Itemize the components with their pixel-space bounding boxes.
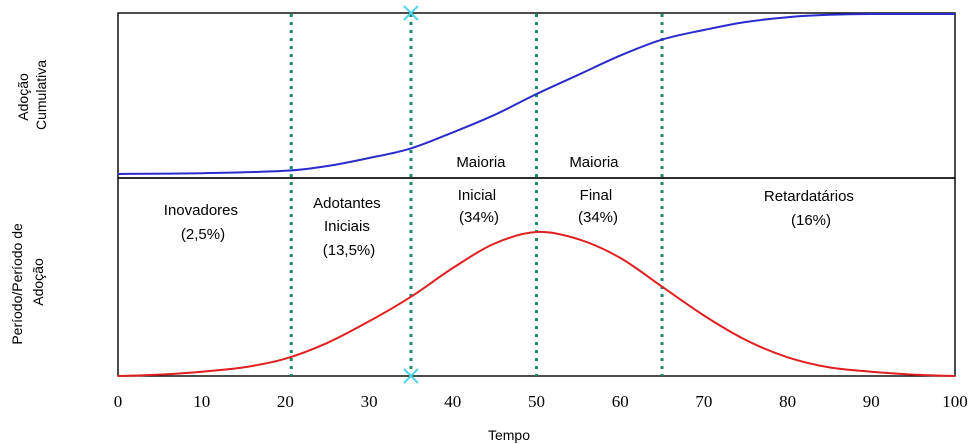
x-tick-label: 90 [863, 392, 880, 411]
x-tick-label: 10 [193, 392, 210, 411]
x-tick-label: 80 [779, 392, 796, 411]
x-tick-label: 0 [114, 392, 123, 411]
x-marker [403, 368, 419, 384]
bottom-y-label-line2: Adoção [30, 258, 46, 306]
x-axis-label: Tempo [488, 427, 530, 443]
segment-line: (13,5%) [323, 242, 376, 259]
x-tick-label: 20 [277, 392, 294, 411]
top-y-label: Adoção Cumulativa [15, 60, 49, 130]
top-y-label-line2: Cumulativa [33, 60, 49, 130]
segment-line: (16%) [791, 212, 831, 229]
x-tick-label: 100 [942, 392, 968, 411]
top-y-label-line1: Adoção [15, 73, 31, 121]
segment-line: Inovadores [164, 202, 238, 219]
segment-line: Final [580, 187, 613, 204]
segment-line: Retardatários [764, 188, 854, 205]
segment-line: Adotantes [313, 195, 381, 212]
segment-label-early-majority: Maioria Inicial (34%) [456, 154, 509, 226]
segment-line: Inicial [458, 187, 496, 204]
x-tick-label: 40 [444, 392, 461, 411]
x-tick-label: 60 [612, 392, 629, 411]
segment-line: Maioria [456, 154, 506, 171]
segment-line: (2,5%) [181, 226, 225, 243]
adoption-period-line [117, 230, 956, 377]
x-tick-labels: 0 10 20 30 40 50 60 70 80 90 100 [114, 392, 968, 411]
segment-label-early-adopters: Adotantes Iniciais (13,5%) [313, 195, 385, 259]
markers [403, 5, 419, 384]
x-marker [403, 5, 419, 21]
segment-line: (34%) [578, 209, 618, 226]
segment-line: Iniciais [324, 218, 370, 235]
bottom-y-label: Período/Período de Adoção [9, 219, 46, 344]
cumulative-adoption-line [117, 12, 956, 175]
x-tick-label: 50 [528, 392, 545, 411]
segment-label-late-majority: Maioria Final (34%) [569, 154, 622, 226]
segment-line: (34%) [459, 209, 499, 226]
segment-line: Maioria [569, 154, 619, 171]
segment-label-innovators: Inovadores (2,5%) [164, 202, 242, 243]
x-tick-label: 30 [361, 392, 378, 411]
x-tick-label: 70 [695, 392, 712, 411]
segment-label-laggards: Retardatários (16%) [764, 188, 858, 229]
bottom-y-label-line1: Período/Período de [9, 223, 25, 345]
